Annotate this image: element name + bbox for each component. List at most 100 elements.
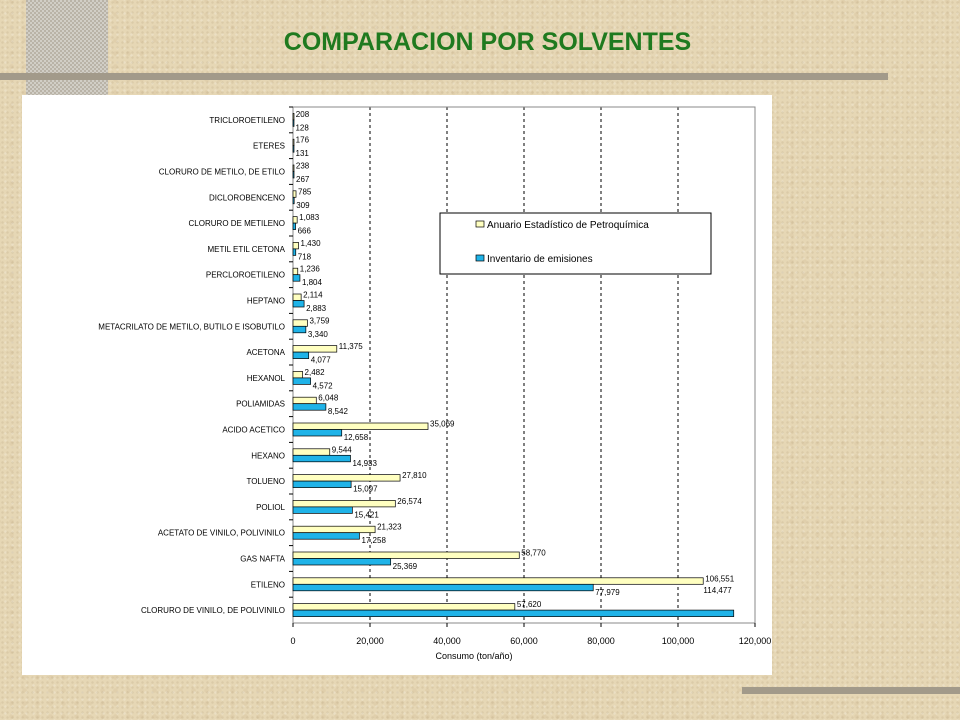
data-label-anuario: 21,323 — [377, 523, 402, 532]
y-tick-label: ETERES — [253, 142, 285, 151]
y-tick-label: ACIDO ACETICO — [222, 426, 285, 435]
bar-anuario — [292, 551, 520, 559]
bar-anuario — [292, 396, 317, 405]
bar-inventario — [292, 274, 301, 282]
decorative-bottom-rule — [742, 687, 960, 694]
data-label-inventario: 12,658 — [344, 433, 369, 442]
bar-anuario — [292, 138, 295, 147]
bar-anuario — [292, 603, 516, 611]
bar-inventario — [292, 480, 352, 488]
y-tick-label: TRICLOROETILENO — [209, 116, 285, 125]
data-label-anuario: 27,810 — [402, 471, 427, 480]
bar-inventario — [292, 454, 351, 463]
x-tick-label: 40,000 — [433, 636, 461, 646]
bar-anuario — [292, 242, 299, 250]
bar-inventario — [292, 532, 360, 540]
data-label-inventario: 15,097 — [353, 485, 378, 494]
y-tick-label: ACETONA — [246, 348, 285, 357]
data-label-anuario: 3,759 — [309, 316, 330, 325]
page-title: COMPARACION POR SOLVENTES — [283, 28, 692, 56]
bar-inventario — [292, 609, 735, 617]
data-label-anuario: 35,069 — [430, 420, 455, 429]
data-label-anuario: 1,236 — [300, 265, 321, 274]
bar-anuario — [292, 525, 376, 534]
data-label-inventario: 267 — [296, 175, 310, 184]
bar-inventario — [292, 403, 327, 411]
bar-anuario — [292, 113, 295, 121]
data-label-inventario: 3,340 — [308, 330, 329, 339]
y-tick-label: TOLUENO — [246, 477, 285, 486]
data-label-inventario: 128 — [295, 123, 309, 132]
y-tick-label: CLORURO DE METILO, DE ETILO — [159, 168, 285, 177]
data-label-inventario: 309 — [296, 201, 310, 210]
y-tick-label: CLORURO DE METILENO — [189, 219, 285, 228]
data-label-anuario: 208 — [296, 110, 310, 119]
bar-inventario — [292, 351, 310, 359]
data-label-anuario: 2,482 — [305, 368, 326, 377]
x-tick-label: 60,000 — [510, 636, 538, 646]
bar-inventario — [292, 171, 295, 179]
data-label-anuario: 106,551 — [705, 574, 734, 583]
data-label-inventario: 4,572 — [313, 381, 334, 390]
data-label-inventario: 8,542 — [328, 407, 349, 416]
data-label-anuario: 238 — [296, 162, 310, 171]
bar-anuario — [292, 267, 299, 276]
y-tick-label: METIL ETIL CETONA — [208, 245, 286, 254]
y-tick-label: POLIAMIDAS — [236, 400, 285, 409]
bar-inventario — [292, 222, 296, 230]
y-tick-label: PERCLOROETILENO — [206, 271, 285, 280]
bar-inventario — [292, 429, 343, 437]
legend-swatch — [475, 254, 485, 262]
bar-inventario — [292, 119, 295, 127]
bar-inventario — [292, 506, 353, 514]
data-label-anuario: 11,375 — [339, 342, 363, 351]
bar-anuario — [292, 474, 401, 482]
bar-inventario — [292, 558, 392, 566]
legend-swatch — [475, 220, 485, 228]
data-label-inventario: 77,979 — [595, 588, 620, 597]
data-label-anuario: 9,544 — [332, 445, 353, 454]
x-tick-label: 80,000 — [587, 636, 615, 646]
bar-inventario — [292, 196, 295, 205]
decorative-top-rule — [0, 73, 888, 80]
y-tick-label: ACETATO DE VINILO, POLIVINILO — [158, 529, 285, 538]
bar-anuario — [292, 216, 298, 224]
bar-inventario — [292, 248, 297, 256]
data-label-inventario: 17,258 — [361, 536, 386, 545]
x-tick-label: 120,000 — [739, 636, 772, 646]
bar-anuario — [292, 577, 704, 585]
bar-anuario — [292, 293, 302, 301]
bar-anuario — [292, 345, 338, 353]
data-label-anuario: 2,114 — [303, 291, 323, 300]
bar-inventario — [292, 145, 295, 153]
data-label-anuario: 785 — [298, 187, 312, 196]
legend-label: Inventario de emisiones — [487, 254, 593, 265]
data-label-anuario: 58,770 — [521, 549, 546, 558]
data-label-anuario: 1,430 — [301, 239, 322, 248]
y-tick-label: GAS NAFTA — [240, 555, 285, 564]
y-tick-label: HEPTANO — [247, 297, 285, 306]
decorative-corner-square — [26, 0, 108, 100]
y-tick-label: DICLOROBENCENO — [209, 193, 285, 202]
y-tick-label: POLIOL — [256, 503, 285, 512]
y-tick-label: CLORURO DE VINILO, DE POLIVINILO — [141, 606, 285, 615]
x-tick-label: 0 — [290, 636, 295, 646]
bar-anuario — [292, 190, 297, 198]
bar-anuario — [292, 371, 303, 379]
bar-anuario — [292, 500, 396, 508]
y-tick-label: METACRILATO DE METILO, BUTILO E ISOBUTIL… — [98, 322, 285, 331]
bar-anuario — [292, 448, 331, 456]
x-tick-label: 20,000 — [356, 636, 384, 646]
data-label-anuario: 1,083 — [299, 213, 320, 222]
bar-inventario — [292, 583, 594, 592]
bar-anuario — [292, 319, 308, 327]
data-label-inventario: 2,883 — [306, 304, 327, 313]
data-label-inventario: 666 — [298, 227, 312, 236]
data-label-inventario: 114,477 — [703, 586, 732, 595]
data-label-inventario: 131 — [296, 149, 310, 158]
x-tick-label: 100,000 — [662, 636, 695, 646]
data-label-inventario: 718 — [298, 252, 312, 261]
data-label-inventario: 1,804 — [302, 278, 323, 287]
legend-label: Anuario Estadístico de Petroquímica — [487, 220, 649, 231]
